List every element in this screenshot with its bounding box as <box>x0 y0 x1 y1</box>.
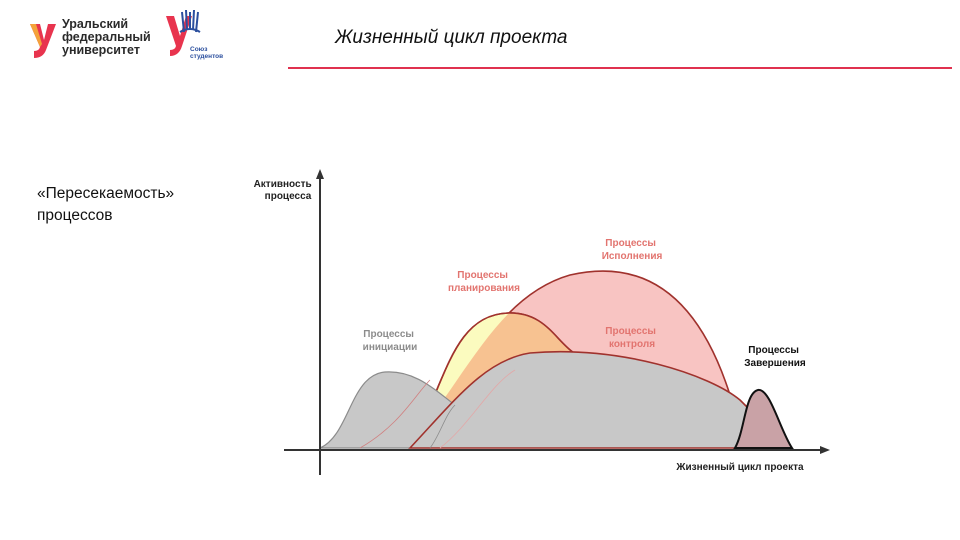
x-axis-label: Жизненный цикл проекта <box>675 462 804 473</box>
student-union-logo-text: Союз студентов <box>190 46 223 60</box>
planning-label: Процессы планирования <box>448 270 520 294</box>
slide-caption-line: процессов <box>37 207 113 224</box>
execution-label-line: Исполнения <box>602 251 663 262</box>
urfu-logo[interactable]: Уральский федеральный университет <box>28 14 178 66</box>
y-axis-label-line: процесса <box>265 191 312 202</box>
control-label-line: контроля <box>609 339 655 350</box>
student-union-logo[interactable]: Союз студентов <box>162 9 232 66</box>
initiation-area <box>319 371 456 449</box>
y-axis-label-line: Активность <box>254 179 312 190</box>
planning-label-line: планирования <box>448 283 520 294</box>
control-label-line: Процессы <box>605 326 656 337</box>
student-union-logo-line: студентов <box>190 53 224 60</box>
project-lifecycle-diagram: Активность процесса Жизненный цикл проек… <box>254 169 830 475</box>
urfu-logo-text: Уральский федеральный университет <box>62 18 151 57</box>
header: Уральский федеральный университет Союз с… <box>0 0 960 72</box>
execution-label: Процессы Исполнения <box>602 238 663 262</box>
urfu-logo-mark-icon <box>30 24 56 58</box>
urfu-logo-line: федеральный <box>62 30 151 44</box>
slide-caption: «Пересекаемость» процессов <box>37 183 237 227</box>
initiation-label-line: инициации <box>363 342 418 353</box>
control-label: Процессы контроля <box>605 326 658 350</box>
y-axis-arrow <box>316 169 324 179</box>
student-union-logo-mark-icon <box>166 9 201 56</box>
slide-caption-line: «Пересекаемость» <box>37 185 175 202</box>
y-axis-label: Активность процесса <box>254 179 315 202</box>
closing-area <box>733 389 794 449</box>
urfu-logo-line: университет <box>62 43 140 57</box>
student-union-logo-line: Союз <box>190 46 208 53</box>
x-axis-arrow <box>820 446 830 454</box>
execution-label-line: Процессы <box>605 238 656 249</box>
page-title: Жизненный цикл проекта <box>335 27 568 48</box>
closing-label-line: Процессы <box>748 345 799 356</box>
urfu-logo-line: Уральский <box>62 17 129 31</box>
planning-label-line: Процессы <box>457 270 508 281</box>
initiation-label: Процессы инициации <box>363 329 418 353</box>
initiation-label-line: Процессы <box>363 329 414 340</box>
closing-label: Процессы Завершения <box>744 345 806 369</box>
header-divider <box>288 67 952 69</box>
closing-label-line: Завершения <box>744 358 806 369</box>
